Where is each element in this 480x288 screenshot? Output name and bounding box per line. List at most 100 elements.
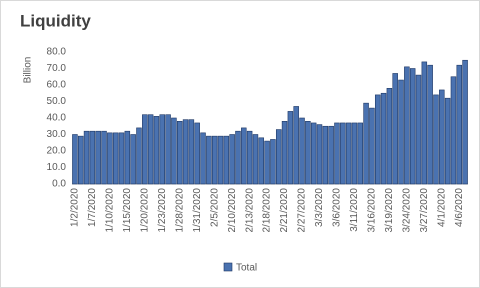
bar — [270, 139, 276, 185]
y-tick-label: 80.0 — [47, 47, 67, 58]
x-tick-label: 3/27/2020 — [419, 188, 430, 233]
bar — [345, 122, 352, 185]
bar — [398, 79, 404, 185]
x-tick-label: 1/7/2020 — [87, 188, 98, 227]
bar — [130, 134, 136, 185]
x-tick-label: 2/5/2020 — [209, 188, 220, 227]
bar — [252, 134, 259, 185]
x-tick-label: 3/3/2020 — [314, 188, 325, 227]
bar — [334, 122, 340, 185]
x-tick-label: 3/6/2020 — [332, 188, 343, 227]
x-tick-label: 3/19/2020 — [384, 188, 395, 233]
x-tick-label: 1/10/2020 — [104, 188, 115, 233]
bar — [229, 134, 235, 185]
bar — [316, 124, 323, 185]
bar — [415, 74, 422, 185]
bar — [444, 97, 451, 185]
bar — [165, 114, 171, 185]
bar — [176, 121, 183, 185]
bar — [310, 122, 317, 185]
bar — [258, 137, 265, 185]
bar — [369, 107, 375, 185]
y-tick-label: 60.0 — [47, 80, 67, 91]
bar — [171, 117, 177, 185]
x-tick-label: 1/20/2020 — [139, 188, 150, 233]
bar — [200, 132, 206, 185]
bar — [77, 135, 84, 185]
bar — [235, 130, 241, 185]
x-tick-label: 3/16/2020 — [367, 188, 378, 233]
x-tick-label: 1/15/2020 — [122, 188, 133, 233]
bar — [374, 94, 381, 185]
bar — [351, 122, 358, 185]
bar — [450, 76, 457, 185]
bar — [328, 125, 334, 185]
y-tick-label: 70.0 — [47, 63, 67, 74]
bar — [340, 122, 346, 185]
bar — [380, 92, 387, 185]
bar — [188, 119, 195, 185]
x-tick-label: 1/2/2020 — [70, 188, 81, 227]
legend-label: Total — [236, 263, 257, 274]
y-tick-label: 20.0 — [47, 146, 67, 157]
bar — [83, 130, 90, 185]
bar — [456, 64, 463, 185]
y-tick-label: 50.0 — [47, 96, 67, 107]
bar — [246, 130, 253, 185]
bar — [217, 135, 224, 185]
bar — [107, 132, 113, 185]
y-axis-label: Billion — [23, 57, 34, 84]
bar — [293, 106, 299, 185]
bar — [72, 134, 78, 185]
x-tick-label: 1/31/2020 — [192, 188, 203, 233]
chart-title: Liquidity — [20, 11, 91, 30]
bar — [363, 102, 369, 185]
bar — [89, 130, 96, 185]
bar — [95, 130, 101, 185]
bar — [124, 130, 131, 185]
x-tick-label: 4/1/2020 — [436, 188, 447, 227]
legend-swatch — [223, 262, 233, 272]
bar — [112, 132, 119, 185]
bar — [153, 116, 160, 185]
bar — [182, 119, 189, 185]
x-tick-label: 1/23/2020 — [157, 188, 168, 233]
bar — [264, 140, 270, 185]
bar — [223, 135, 230, 185]
bar — [241, 127, 247, 185]
bar — [118, 132, 125, 185]
y-tick-label: 40.0 — [47, 113, 67, 124]
bar — [386, 88, 393, 185]
y-tick-label: 10.0 — [47, 162, 67, 173]
bar — [392, 73, 398, 185]
bar — [299, 117, 305, 185]
x-tick-label: 2/27/2020 — [297, 188, 308, 233]
bar — [357, 122, 364, 185]
bar — [433, 94, 439, 185]
bar — [409, 68, 416, 185]
bar — [404, 66, 410, 185]
x-tick-label: 1/28/2020 — [174, 188, 185, 233]
x-tick-label: 2/21/2020 — [279, 188, 290, 233]
bar — [275, 129, 282, 185]
bar — [462, 59, 468, 185]
bar — [305, 121, 311, 185]
y-tick-label: 0.0 — [52, 179, 66, 190]
bar — [322, 125, 329, 185]
x-tick-label: 3/11/2020 — [349, 188, 360, 232]
bar — [206, 135, 212, 185]
bar — [439, 89, 445, 185]
bar — [147, 114, 154, 185]
x-tick-label: 4/6/2020 — [454, 188, 465, 227]
x-tick-label: 3/24/2020 — [401, 188, 412, 233]
bar — [211, 135, 218, 185]
bar — [281, 121, 288, 185]
x-tick-label: 2/18/2020 — [262, 188, 273, 233]
bar — [287, 111, 294, 185]
bar — [101, 130, 107, 185]
bar — [427, 64, 433, 185]
bar — [159, 114, 166, 185]
bar — [142, 114, 148, 185]
bar — [194, 122, 200, 185]
